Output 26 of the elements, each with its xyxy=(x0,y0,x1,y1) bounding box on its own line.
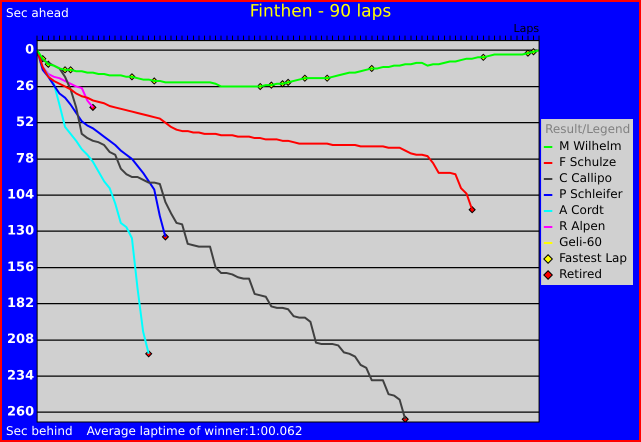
y-tick-label: 0 xyxy=(25,42,34,58)
legend-label: C Callipo xyxy=(559,171,612,186)
x-axis-title: Laps xyxy=(513,22,540,35)
chart-title: Finthen - 90 laps xyxy=(250,2,392,22)
y-tick-label: 26 xyxy=(16,78,34,94)
y-tick-label: 78 xyxy=(16,151,34,166)
legend-label: Geli-60 xyxy=(559,235,602,250)
text: Sec behind xyxy=(6,424,73,438)
legend-label: A Cordt xyxy=(559,203,604,218)
y-axis-title: Sec ahead xyxy=(6,6,69,20)
legend-label: M Wilhelm xyxy=(559,139,622,154)
legend-label: R Alpen xyxy=(559,219,606,234)
legend-label: F Schulze xyxy=(559,155,616,170)
legend-title: Result/Legend xyxy=(545,122,630,136)
y-tick-label: 156 xyxy=(6,260,34,275)
y-tick-label: 234 xyxy=(6,368,34,384)
y-tick-label: 52 xyxy=(16,115,34,130)
text: Average laptime of winner:1:00.062 xyxy=(86,424,302,438)
y-tick-label: 182 xyxy=(6,296,34,312)
legend-label: Retired xyxy=(559,267,602,282)
y-tick-label: 260 xyxy=(6,404,34,420)
y-tick-label: 104 xyxy=(6,187,34,202)
y-tick-label: 130 xyxy=(6,224,34,239)
y-tick-label: 208 xyxy=(6,332,34,348)
legend-label: P Schleifer xyxy=(559,187,623,202)
legend-label: Fastest Lap xyxy=(559,251,627,266)
